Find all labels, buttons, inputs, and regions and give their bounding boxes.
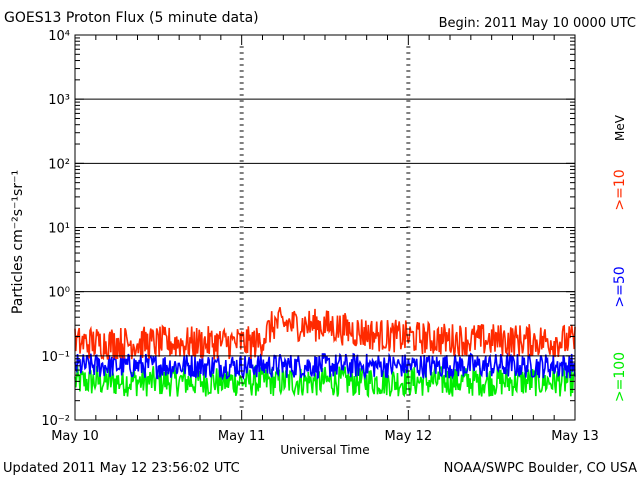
energy-unit-label: MeV	[613, 114, 627, 141]
y-tick-label: 10¹	[48, 222, 70, 237]
series-layer	[74, 306, 576, 399]
x-tick-label: May 11	[218, 429, 266, 444]
series-line-ge10	[74, 306, 576, 361]
y-axis-label: Particles cm⁻²s⁻¹sr⁻¹	[10, 170, 26, 314]
x-tick-labels: May 10 May 11 May 12 May 13	[51, 429, 599, 444]
legend-ge50: >=50	[612, 266, 628, 307]
y-tick-label: 10³	[48, 93, 70, 108]
y-tick-label: 10⁰	[48, 286, 70, 301]
x-axis-label: Universal Time	[280, 443, 369, 457]
x-tick-label: May 13	[551, 429, 599, 444]
begin-time-label: Begin: 2011 May 10 0000 UTC	[439, 16, 636, 31]
series-line-ge50	[74, 352, 576, 381]
threshold-lines	[75, 98, 575, 357]
y-tick-label: 10⁻²	[41, 414, 70, 429]
y-tick-labels: 10⁻² 10⁻¹ 10⁰ 10¹ 10² 10³ 10⁴	[41, 29, 70, 429]
legend-ge10: >=10	[612, 169, 628, 210]
legend-ge100: >=100	[612, 352, 628, 402]
axis-ticks	[74, 35, 576, 421]
y-tick-label: 10⁴	[48, 29, 70, 44]
credit-label: NOAA/SWPC Boulder, CO USA	[444, 461, 637, 476]
series-line-ge100	[74, 364, 576, 399]
y-tick-label: 10⁻¹	[41, 350, 70, 365]
updated-timestamp: Updated 2011 May 12 23:56:02 UTC	[3, 461, 240, 476]
x-tick-label: May 12	[385, 429, 433, 444]
chart-title: GOES13 Proton Flux (5 minute data)	[4, 10, 259, 26]
y-tick-label: 10²	[48, 157, 70, 172]
x-tick-label: May 10	[51, 429, 99, 444]
